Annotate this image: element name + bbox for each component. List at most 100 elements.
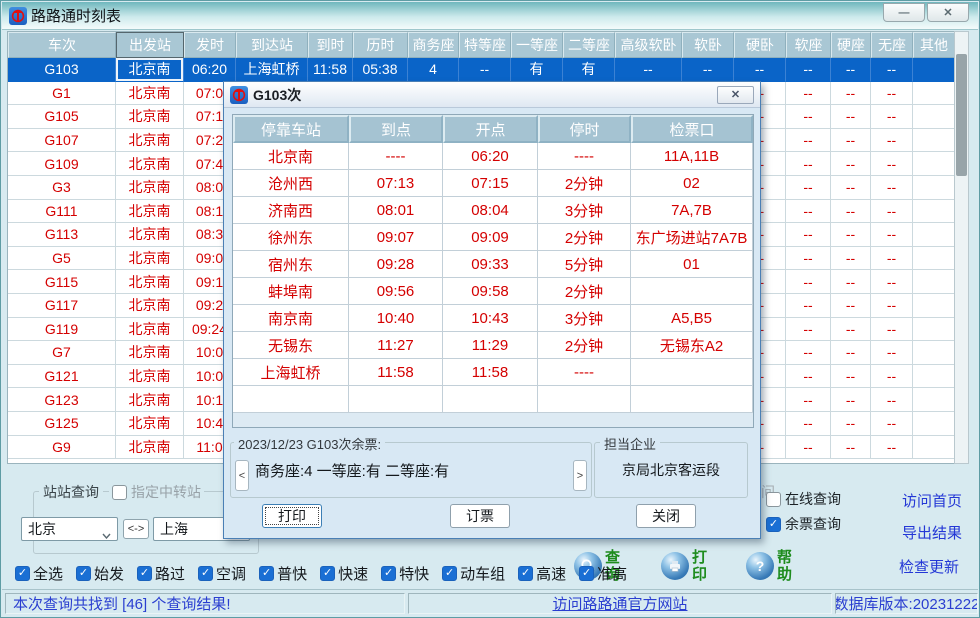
official-site-link[interactable]: 访问路路通官方网站 [552, 596, 688, 613]
column-header: 到点 [349, 115, 443, 143]
cell: -- [786, 411, 831, 436]
column-header[interactable]: 发时 [184, 32, 236, 58]
filter-label: 动车组 [460, 566, 506, 583]
column-header[interactable]: 软座 [786, 32, 831, 58]
link-check-update[interactable]: 检查更新 [899, 559, 960, 576]
column-header[interactable]: 车次 [8, 32, 116, 58]
cell: -- [831, 293, 871, 318]
online-query-checkbox[interactable]: 在线查询 [766, 489, 841, 509]
minimize-button[interactable]: — [883, 3, 925, 22]
column-header[interactable]: 商务座 [408, 32, 459, 58]
cell: 北京南 [233, 143, 349, 170]
cell: -- [831, 175, 871, 200]
remaining-tickets-text: 商务座:4 一等座:有 二等座:有 [255, 462, 450, 480]
station-query-caption: 站站查询 [39, 482, 103, 502]
filter-checkbox[interactable]: ✓ 高速 [518, 563, 566, 584]
dialog-close-button[interactable]: ✕ [717, 85, 754, 104]
column-header[interactable]: 一等座 [511, 32, 563, 58]
swap-stations-button[interactable]: <-> [123, 519, 149, 539]
table-row[interactable]: 沧州西 07:13 07:15 2分钟 02 [233, 170, 753, 197]
cell: 06:20 [184, 58, 236, 82]
column-header[interactable]: 软卧 [682, 32, 734, 58]
filter-checkbox[interactable]: ✓ 空调 [198, 563, 246, 584]
column-header[interactable]: 出发站 [116, 32, 184, 58]
column-header[interactable]: 特等座 [459, 32, 511, 58]
cell: -- [831, 105, 871, 129]
cell: G115 [8, 270, 116, 294]
column-header[interactable]: 历时 [353, 32, 408, 58]
cell: 3分钟 [538, 305, 631, 332]
cell [913, 223, 955, 247]
cell [233, 386, 349, 413]
filter-checkbox[interactable]: ✓ 始发 [76, 563, 124, 584]
column-header[interactable]: 其他 [913, 32, 955, 58]
table-row[interactable]: 北京南 ---- 06:20 ---- 11A,11B [233, 143, 753, 170]
next-date-button[interactable]: > [573, 460, 587, 491]
filter-checkbox[interactable]: ✓ 全选 [15, 563, 63, 584]
cell: 北京南 [116, 435, 184, 460]
cell: -- [786, 435, 831, 460]
cell: -- [786, 58, 831, 82]
column-header[interactable]: 硬卧 [734, 32, 786, 58]
help-button-label: 帮 助 [777, 549, 793, 584]
table-row[interactable]: 南京南 10:40 10:43 3分钟 A5,B5 [233, 305, 753, 332]
prev-date-button[interactable]: < [235, 460, 249, 491]
dialog-print-button[interactable]: 打印 [262, 504, 322, 528]
transfer-station-checkbox[interactable]: 指定中转站 [109, 482, 204, 502]
help-button[interactable]: ? 帮 助 [746, 549, 792, 584]
column-header[interactable]: 二等座 [563, 32, 615, 58]
cell: 南京南 [233, 305, 349, 332]
table-row[interactable]: 济南西 08:01 08:04 3分钟 7A,7B [233, 197, 753, 224]
filter-checkbox[interactable]: ✓ 普快 [259, 563, 307, 584]
ticket-query-checkbox[interactable]: ✓ 余票查询 [766, 514, 841, 534]
filter-label: 始发 [94, 566, 125, 583]
from-station-select[interactable]: 北京 [21, 517, 118, 541]
link-visit-homepage[interactable]: 访问首页 [902, 493, 963, 510]
cell: 无锡东A2 [631, 332, 753, 359]
column-header[interactable]: 高级软卧 [615, 32, 682, 58]
table-row[interactable]: 蚌埠南 09:56 09:58 2分钟 [233, 278, 753, 305]
cell: 济南西 [233, 197, 349, 224]
table-row[interactable]: 宿州东 09:28 09:33 5分钟 01 [233, 251, 753, 278]
cell: 09:07 [349, 224, 443, 251]
filter-checkbox[interactable]: ✓ 路过 [137, 563, 185, 584]
cell: -- [871, 128, 913, 153]
cell [443, 386, 538, 413]
table-row[interactable]: 上海虹桥 11:58 11:58 ---- [233, 359, 753, 386]
cell: 07:13 [349, 170, 443, 197]
link-export-results[interactable]: 导出结果 [902, 525, 963, 542]
cell: -- [831, 128, 871, 153]
cell: 5分钟 [538, 251, 631, 278]
column-header[interactable]: 硬座 [831, 32, 871, 58]
cell [913, 105, 955, 129]
column-header[interactable]: 到达站 [236, 32, 308, 58]
filter-checkbox[interactable]: ✓ 快速 [320, 563, 368, 584]
column-header[interactable]: 无座 [871, 32, 913, 58]
cell [349, 386, 443, 413]
filter-checkbox[interactable]: ✓ 动车组 [442, 563, 505, 584]
cell: G123 [8, 388, 116, 412]
dialog-book-button[interactable]: 订票 [450, 504, 510, 528]
table-row[interactable]: 徐州东 09:07 09:09 2分钟 东广场进站7A7B [233, 224, 753, 251]
close-button[interactable]: ✕ [927, 3, 969, 22]
filter-checkbox[interactable]: ✓ 准高 [579, 563, 627, 584]
cell: -- [871, 317, 913, 342]
cell: 2分钟 [538, 332, 631, 359]
cell: 北京南 [116, 341, 184, 365]
cell: -- [871, 152, 913, 176]
cell: 2分钟 [538, 278, 631, 305]
cell: 北京南 [116, 199, 184, 224]
scrollbar-thumb[interactable] [956, 54, 967, 176]
table-row[interactable]: G103 北京南 06:20 上海虹桥 11:58 05:38 4 -- 有有 -- -- -- -- -… [8, 58, 955, 82]
table-row[interactable] [233, 386, 753, 413]
column-header[interactable]: 到时 [308, 32, 353, 58]
cell: -- [786, 388, 831, 412]
cell: -- [786, 128, 831, 153]
print-button[interactable]: 打 印 [661, 549, 707, 584]
table-row[interactable]: 无锡东 11:27 11:29 2分钟 无锡东A2 [233, 332, 753, 359]
dialog-close-action-button[interactable]: 关闭 [636, 504, 696, 528]
filter-checkbox[interactable]: ✓ 特快 [381, 563, 429, 584]
vertical-scrollbar[interactable] [954, 31, 969, 464]
cell: -- [871, 411, 913, 436]
